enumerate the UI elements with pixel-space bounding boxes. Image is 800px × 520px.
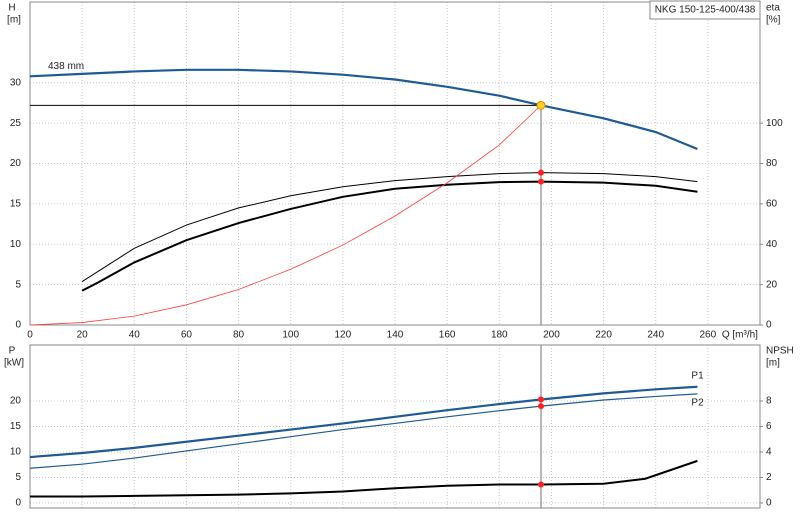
y-tick-label: 0 <box>15 320 21 331</box>
curve <box>29 105 542 326</box>
y2-axis-unit: [m] <box>766 358 780 369</box>
operating-point <box>538 396 544 403</box>
plot-frame <box>29 344 761 509</box>
operating-point <box>538 403 544 410</box>
y2-tick-label: 80 <box>766 158 778 169</box>
y-tick-label: 10 <box>10 239 22 250</box>
y-tick-label: 20 <box>10 158 22 169</box>
chart-title: NKG 150-125-400/438 <box>655 5 756 16</box>
x-tick-label: 40 <box>129 330 141 341</box>
y-tick-label: 15 <box>10 421 22 432</box>
y-axis-unit: [kW] <box>4 358 24 369</box>
y-tick-label: 5 <box>15 472 21 483</box>
x-tick-label: 260 <box>700 330 717 341</box>
y-tick-label: 15 <box>10 199 22 210</box>
y-tick-label: 5 <box>15 279 21 290</box>
x-tick-label: 80 <box>233 330 245 341</box>
curve <box>29 68 698 150</box>
y-axis-unit: [m] <box>7 15 21 26</box>
y2-tick-label: 100 <box>766 118 783 129</box>
series-label: P1 <box>691 370 704 381</box>
curve <box>81 172 698 283</box>
x-tick-label: 20 <box>77 330 89 341</box>
x-tick-label: 180 <box>491 330 508 341</box>
y-tick-label: 30 <box>10 77 22 88</box>
x-tick-label: 120 <box>335 330 352 341</box>
y2-tick-label: 0 <box>766 320 772 331</box>
x-tick-label: 140 <box>387 330 404 341</box>
x-tick-label: 100 <box>282 330 299 341</box>
x-tick-label: 60 <box>181 330 193 341</box>
y2-tick-label: 0 <box>766 498 772 509</box>
series-label: 438 mm <box>48 61 84 72</box>
y2-tick-label: 6 <box>766 421 772 432</box>
title-box <box>649 0 761 20</box>
operating-point <box>538 169 544 176</box>
operating-point <box>538 481 544 488</box>
y-axis-label: H <box>8 3 15 14</box>
y2-tick-label: 4 <box>766 447 772 458</box>
y-axis-label: P <box>9 346 16 357</box>
x-tick-label: 220 <box>595 330 612 341</box>
operating-point <box>536 100 546 110</box>
y-tick-label: 10 <box>10 447 22 458</box>
y-tick-label: 25 <box>10 118 22 129</box>
y2-tick-label: 60 <box>766 199 778 210</box>
x-tick-label: 240 <box>647 330 664 341</box>
curve <box>30 459 698 498</box>
x-tick-label: 160 <box>439 330 456 341</box>
x-tick-label: 0 <box>27 330 33 341</box>
y2-tick-label: 2 <box>766 472 772 483</box>
y2-tick-label: 8 <box>766 396 772 407</box>
operating-point <box>538 178 544 185</box>
y2-tick-label: 20 <box>766 279 778 290</box>
y2-axis-unit: [%] <box>766 15 781 26</box>
series-label: P2 <box>691 398 704 409</box>
y2-tick-label: 40 <box>766 239 778 250</box>
plot-frame <box>29 1 761 326</box>
x-axis-label: Q [m³/h] <box>722 330 758 341</box>
curve <box>29 393 698 469</box>
curve <box>81 180 698 292</box>
x-tick-label: 200 <box>543 330 560 341</box>
y-tick-label: 20 <box>10 396 22 407</box>
y2-axis-label: NPSH <box>766 346 794 357</box>
curve <box>29 385 698 459</box>
y2-axis-label: eta <box>766 3 780 14</box>
y-tick-label: 0 <box>15 498 21 509</box>
